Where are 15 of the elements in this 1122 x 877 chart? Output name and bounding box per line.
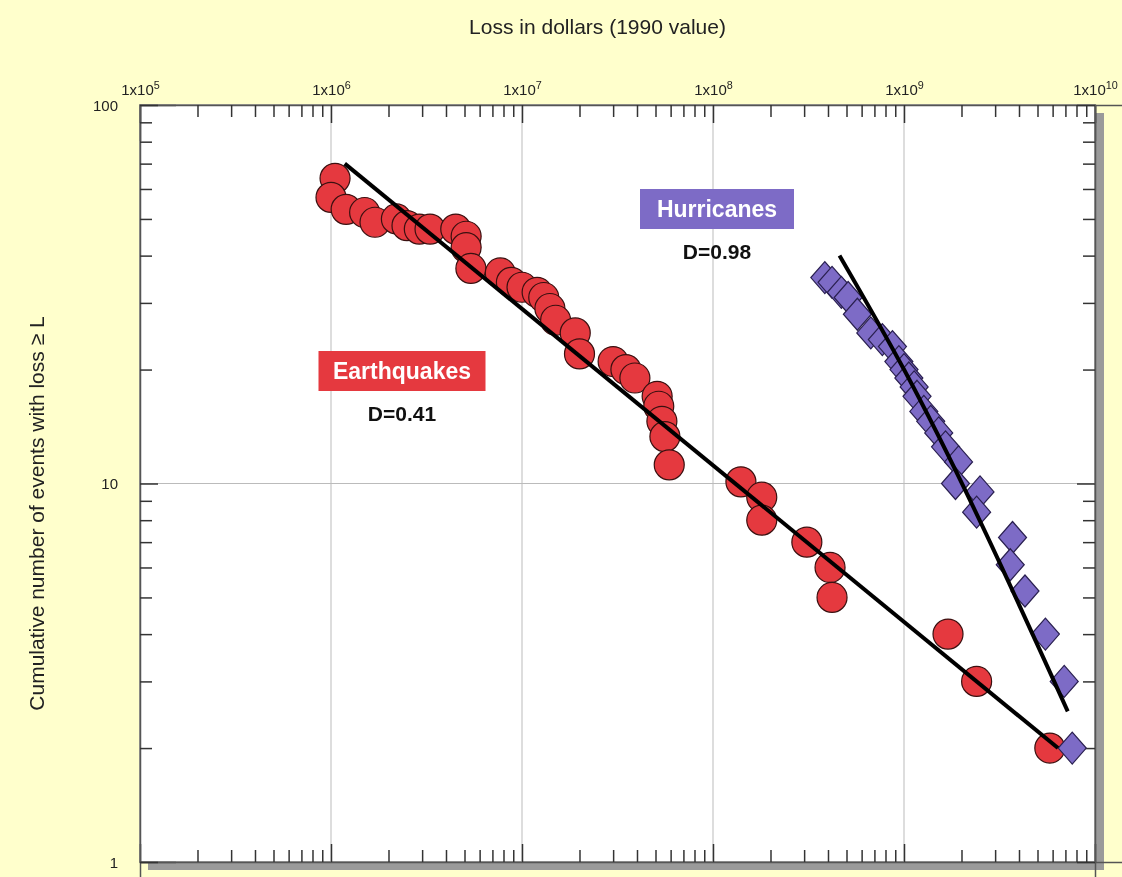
annotation: D=0.98 <box>682 240 752 263</box>
annotation: D=0.41 <box>367 402 437 425</box>
x-tick-label: 1x10$^{10}$ <box>1073 79 1118 98</box>
y-axis-title: Cumulative number of events with loss ≥ L <box>25 316 48 711</box>
x-tick-label: 1x10$^{8}$ <box>694 79 733 98</box>
x-tick-label: 1x10$^{7}$ <box>503 79 542 98</box>
x-tick-label: 1x10$^{9}$ <box>885 79 924 98</box>
y-tick-label: 10 <box>101 475 118 492</box>
x-tick-label: 1x10$^{5}$ <box>121 79 160 98</box>
text: Hurricanes <box>656 196 778 222</box>
y-tick-label: 1 <box>109 853 118 871</box>
y-tick-label: 100 <box>92 96 118 114</box>
x-tick-label: 1x10$^{6}$ <box>312 79 351 98</box>
x-axis-title: Loss in dollars (1990 value) <box>469 15 726 38</box>
text: Earthquakes <box>332 358 472 384</box>
